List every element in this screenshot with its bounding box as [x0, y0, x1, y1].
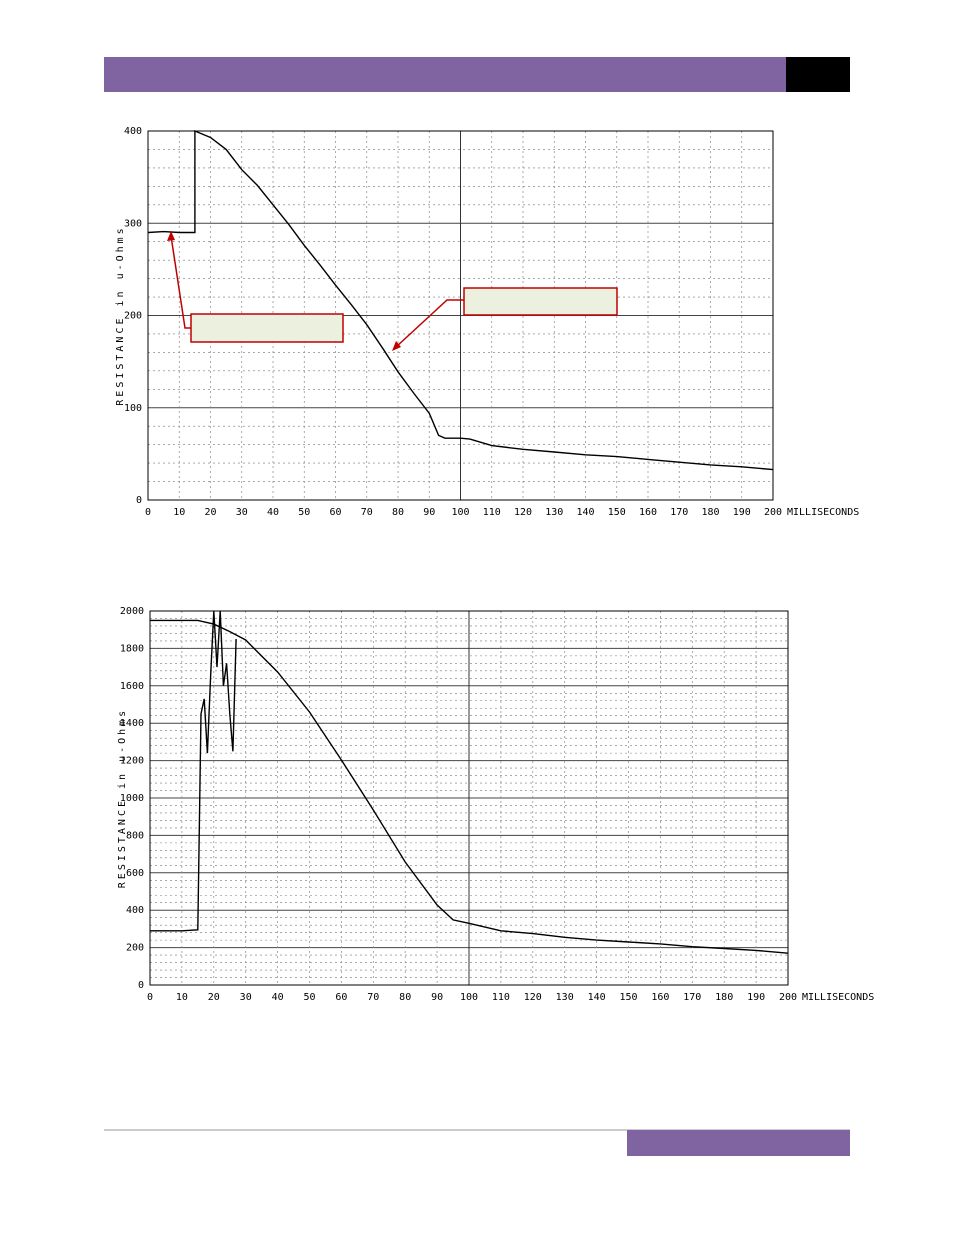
y-tick-label: 800: [126, 830, 144, 841]
x-tick-label: 190: [733, 507, 751, 518]
y-tick-label: 1000: [120, 793, 144, 804]
y-tick-label: 400: [124, 126, 142, 137]
annotations: [167, 231, 618, 351]
x-tick-label: 60: [335, 992, 347, 1003]
arrow: [395, 299, 464, 348]
y-tick-label: 200: [124, 311, 142, 322]
x-tick-label: 80: [392, 507, 404, 518]
y-axis-label: RESISTANCE in u-Ohms: [117, 708, 128, 888]
arrow: [170, 235, 191, 329]
data-line: [150, 610, 237, 932]
y-tick-label: 1800: [120, 643, 144, 654]
x-tick-label: 140: [588, 992, 606, 1003]
y-tick-label: 300: [124, 218, 142, 229]
x-axis-label: MILLISECONDS: [787, 507, 859, 518]
x-tick-label: 120: [524, 992, 542, 1003]
x-tick-label: 40: [272, 992, 284, 1003]
x-tick-label: 170: [683, 992, 701, 1003]
x-tick-label: 80: [399, 992, 411, 1003]
y-tick-label: 100: [124, 403, 142, 414]
x-tick-label: 50: [303, 992, 315, 1003]
x-tick-label: 120: [514, 507, 532, 518]
y-tick-label: 400: [126, 905, 144, 916]
header-bar: [104, 57, 786, 92]
x-tick-label: 70: [367, 992, 379, 1003]
x-axis-label: MILLISECONDS: [802, 992, 874, 1003]
x-tick-label: 110: [483, 507, 501, 518]
y-tick-label: 0: [136, 495, 142, 506]
y-tick-label: 0: [138, 980, 144, 991]
x-tick-label: 50: [298, 507, 310, 518]
x-tick-label: 160: [639, 507, 657, 518]
x-tick-label: 100: [451, 507, 469, 518]
x-tick-label: 20: [208, 992, 220, 1003]
x-tick-label: 100: [460, 992, 478, 1003]
y-axis-label: RESISTANCE in u-Ohms: [115, 225, 126, 405]
header-box: [786, 57, 850, 92]
callout-box: [190, 313, 344, 343]
arrowhead: [167, 231, 175, 241]
x-tick-label: 10: [176, 992, 188, 1003]
x-tick-label: 70: [361, 507, 373, 518]
y-tick-label: 2000: [120, 606, 144, 617]
x-tick-label: 180: [715, 992, 733, 1003]
y-tick-label: 200: [126, 943, 144, 954]
x-tick-label: 170: [670, 507, 688, 518]
x-tick-label: 180: [701, 507, 719, 518]
x-tick-label: 200: [779, 992, 797, 1003]
plot-frame: [149, 610, 789, 986]
x-tick-label: 90: [423, 507, 435, 518]
x-tick-label: 150: [619, 992, 637, 1003]
y-tick-label: 1400: [120, 718, 144, 729]
arrowhead: [392, 341, 401, 351]
x-tick-label: 40: [267, 507, 279, 518]
chart: 0 100 200 300 400 0 10 20 30 40 50 60 70 80 90 100 110 12…: [115, 126, 859, 518]
x-tick-label: 190: [747, 992, 765, 1003]
x-tick-label: 200: [764, 507, 782, 518]
y-tick-label: 1600: [120, 681, 144, 692]
x-tick-label: 20: [204, 507, 216, 518]
plot-frame: [147, 130, 774, 501]
y-tick-label: 600: [126, 868, 144, 879]
data-line: [147, 129, 774, 471]
x-tick-label: 90: [431, 992, 443, 1003]
callout-box: [463, 287, 618, 316]
y-tick-label: 1200: [120, 756, 144, 767]
x-tick-label: 60: [329, 507, 341, 518]
chart: 0 200 400 600 800 1000 1200 1400 1600 1800 2000 0 10…: [117, 606, 874, 1003]
x-tick-label: 130: [556, 992, 574, 1003]
x-tick-label: 130: [545, 507, 563, 518]
x-tick-label: 110: [492, 992, 510, 1003]
data-line: [150, 619, 789, 954]
footer-box: [627, 1130, 850, 1156]
x-tick-label: 0: [145, 507, 151, 518]
x-tick-label: 0: [147, 992, 153, 1003]
x-tick-label: 30: [240, 992, 252, 1003]
x-tick-label: 140: [576, 507, 594, 518]
x-tick-label: 150: [608, 507, 626, 518]
x-tick-label: 160: [651, 992, 669, 1003]
x-tick-label: 30: [236, 507, 248, 518]
x-tick-label: 10: [173, 507, 185, 518]
